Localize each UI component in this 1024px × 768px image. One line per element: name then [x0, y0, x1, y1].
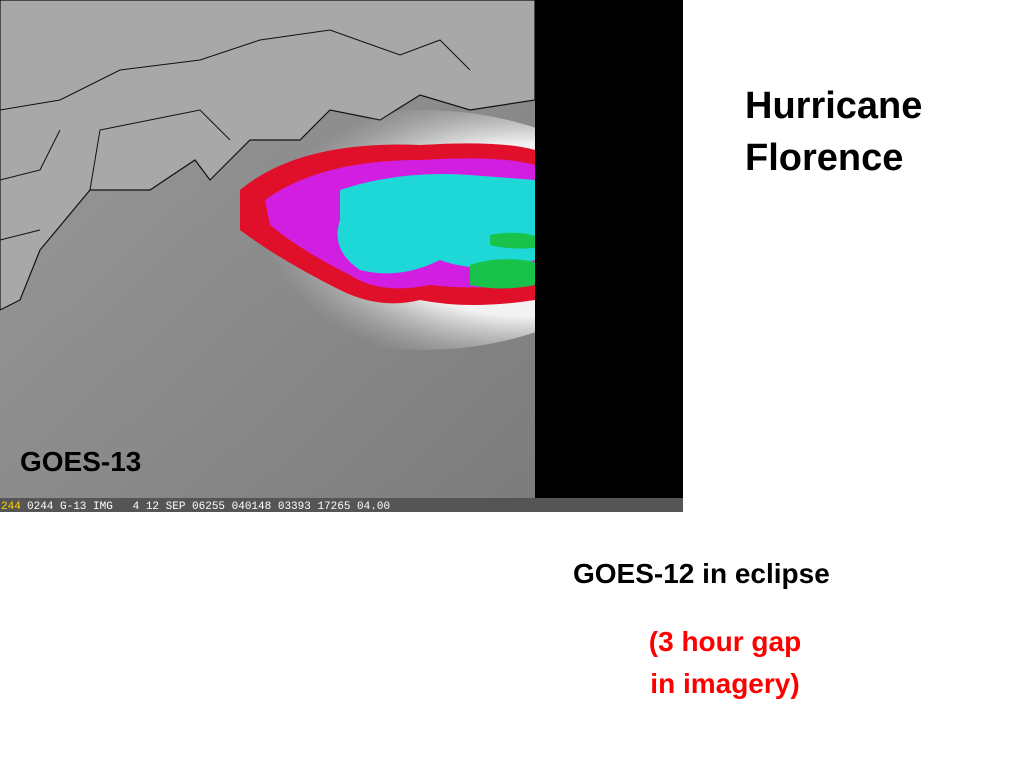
title-line: Hurricane: [745, 85, 923, 127]
gap-note: (3 hour gap: [648, 626, 802, 657]
image-footer: 0244 G-13 IMG 4 12 SEP 06255 040148 0339…: [27, 501, 390, 512]
satellite-image: 244 0244 G-13 IMG 4 12 SEP 06255 040148 …: [0, 0, 683, 512]
image-footer-code: 244: [1, 501, 21, 512]
image-label: GOES-13: [20, 446, 142, 477]
status-note: GOES-12 in eclipse: [573, 558, 830, 589]
gap-note: in imagery): [650, 668, 800, 699]
title-line: Florence: [745, 137, 904, 179]
